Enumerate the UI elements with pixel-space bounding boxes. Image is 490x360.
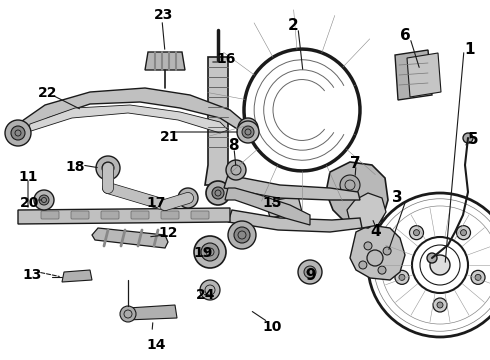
Circle shape xyxy=(427,253,437,263)
Circle shape xyxy=(340,175,360,195)
Circle shape xyxy=(237,121,259,143)
Text: 12: 12 xyxy=(158,226,177,240)
Text: 13: 13 xyxy=(22,268,41,282)
Text: 17: 17 xyxy=(146,196,166,210)
Text: 24: 24 xyxy=(196,288,216,302)
Circle shape xyxy=(194,236,226,268)
Circle shape xyxy=(367,250,383,266)
Circle shape xyxy=(457,226,470,240)
Polygon shape xyxy=(205,57,231,185)
FancyBboxPatch shape xyxy=(161,211,179,219)
Circle shape xyxy=(34,190,54,210)
Polygon shape xyxy=(347,193,386,228)
Circle shape xyxy=(383,247,391,255)
Circle shape xyxy=(414,230,419,236)
Circle shape xyxy=(430,255,450,275)
Text: 23: 23 xyxy=(154,8,173,22)
Polygon shape xyxy=(62,270,92,282)
Polygon shape xyxy=(228,210,362,232)
Polygon shape xyxy=(12,88,248,138)
Circle shape xyxy=(378,266,386,274)
Text: 8: 8 xyxy=(228,138,239,153)
Circle shape xyxy=(433,298,447,312)
Circle shape xyxy=(228,221,256,249)
Circle shape xyxy=(5,120,31,146)
Circle shape xyxy=(410,226,423,240)
FancyBboxPatch shape xyxy=(191,211,209,219)
Text: 5: 5 xyxy=(468,132,479,147)
Circle shape xyxy=(399,274,405,280)
Circle shape xyxy=(120,306,136,322)
Circle shape xyxy=(212,187,224,199)
Polygon shape xyxy=(225,188,310,225)
FancyBboxPatch shape xyxy=(41,211,59,219)
Circle shape xyxy=(234,227,250,243)
Circle shape xyxy=(298,260,322,284)
Circle shape xyxy=(304,266,316,278)
Polygon shape xyxy=(126,305,177,320)
Circle shape xyxy=(226,160,246,180)
Polygon shape xyxy=(145,52,185,70)
Circle shape xyxy=(475,274,481,280)
Circle shape xyxy=(206,181,230,205)
Text: 1: 1 xyxy=(464,42,474,57)
Circle shape xyxy=(201,243,219,261)
Circle shape xyxy=(364,242,372,250)
Text: 3: 3 xyxy=(392,190,403,205)
Polygon shape xyxy=(18,208,230,224)
Circle shape xyxy=(437,302,443,308)
Circle shape xyxy=(11,126,25,140)
Circle shape xyxy=(96,156,120,180)
Polygon shape xyxy=(350,225,405,280)
Text: 9: 9 xyxy=(305,268,316,283)
FancyBboxPatch shape xyxy=(71,211,89,219)
Circle shape xyxy=(242,126,254,138)
Polygon shape xyxy=(407,53,441,97)
Circle shape xyxy=(353,201,371,219)
Circle shape xyxy=(463,133,473,143)
Circle shape xyxy=(471,270,485,284)
Text: 10: 10 xyxy=(262,320,281,334)
Text: 14: 14 xyxy=(146,338,166,352)
Text: 16: 16 xyxy=(216,52,235,66)
Circle shape xyxy=(200,280,220,300)
Text: 4: 4 xyxy=(370,224,381,239)
Polygon shape xyxy=(224,175,360,200)
Text: 7: 7 xyxy=(350,156,361,171)
Circle shape xyxy=(238,118,258,138)
FancyBboxPatch shape xyxy=(101,211,119,219)
Text: 18: 18 xyxy=(65,160,84,174)
Text: 22: 22 xyxy=(38,86,57,100)
Circle shape xyxy=(39,195,49,205)
Text: 20: 20 xyxy=(20,196,39,210)
Polygon shape xyxy=(92,228,168,248)
Polygon shape xyxy=(326,162,388,228)
Text: 21: 21 xyxy=(160,130,179,144)
Circle shape xyxy=(359,261,367,269)
Text: 11: 11 xyxy=(18,170,38,184)
Polygon shape xyxy=(266,196,302,218)
FancyBboxPatch shape xyxy=(131,211,149,219)
Circle shape xyxy=(395,270,409,284)
Text: 6: 6 xyxy=(400,28,411,43)
Polygon shape xyxy=(28,105,228,133)
Polygon shape xyxy=(395,50,432,100)
Circle shape xyxy=(102,162,114,174)
Text: 15: 15 xyxy=(262,196,281,210)
Text: 2: 2 xyxy=(288,18,299,33)
Circle shape xyxy=(178,188,198,208)
Text: 19: 19 xyxy=(193,246,212,260)
Circle shape xyxy=(461,230,466,236)
